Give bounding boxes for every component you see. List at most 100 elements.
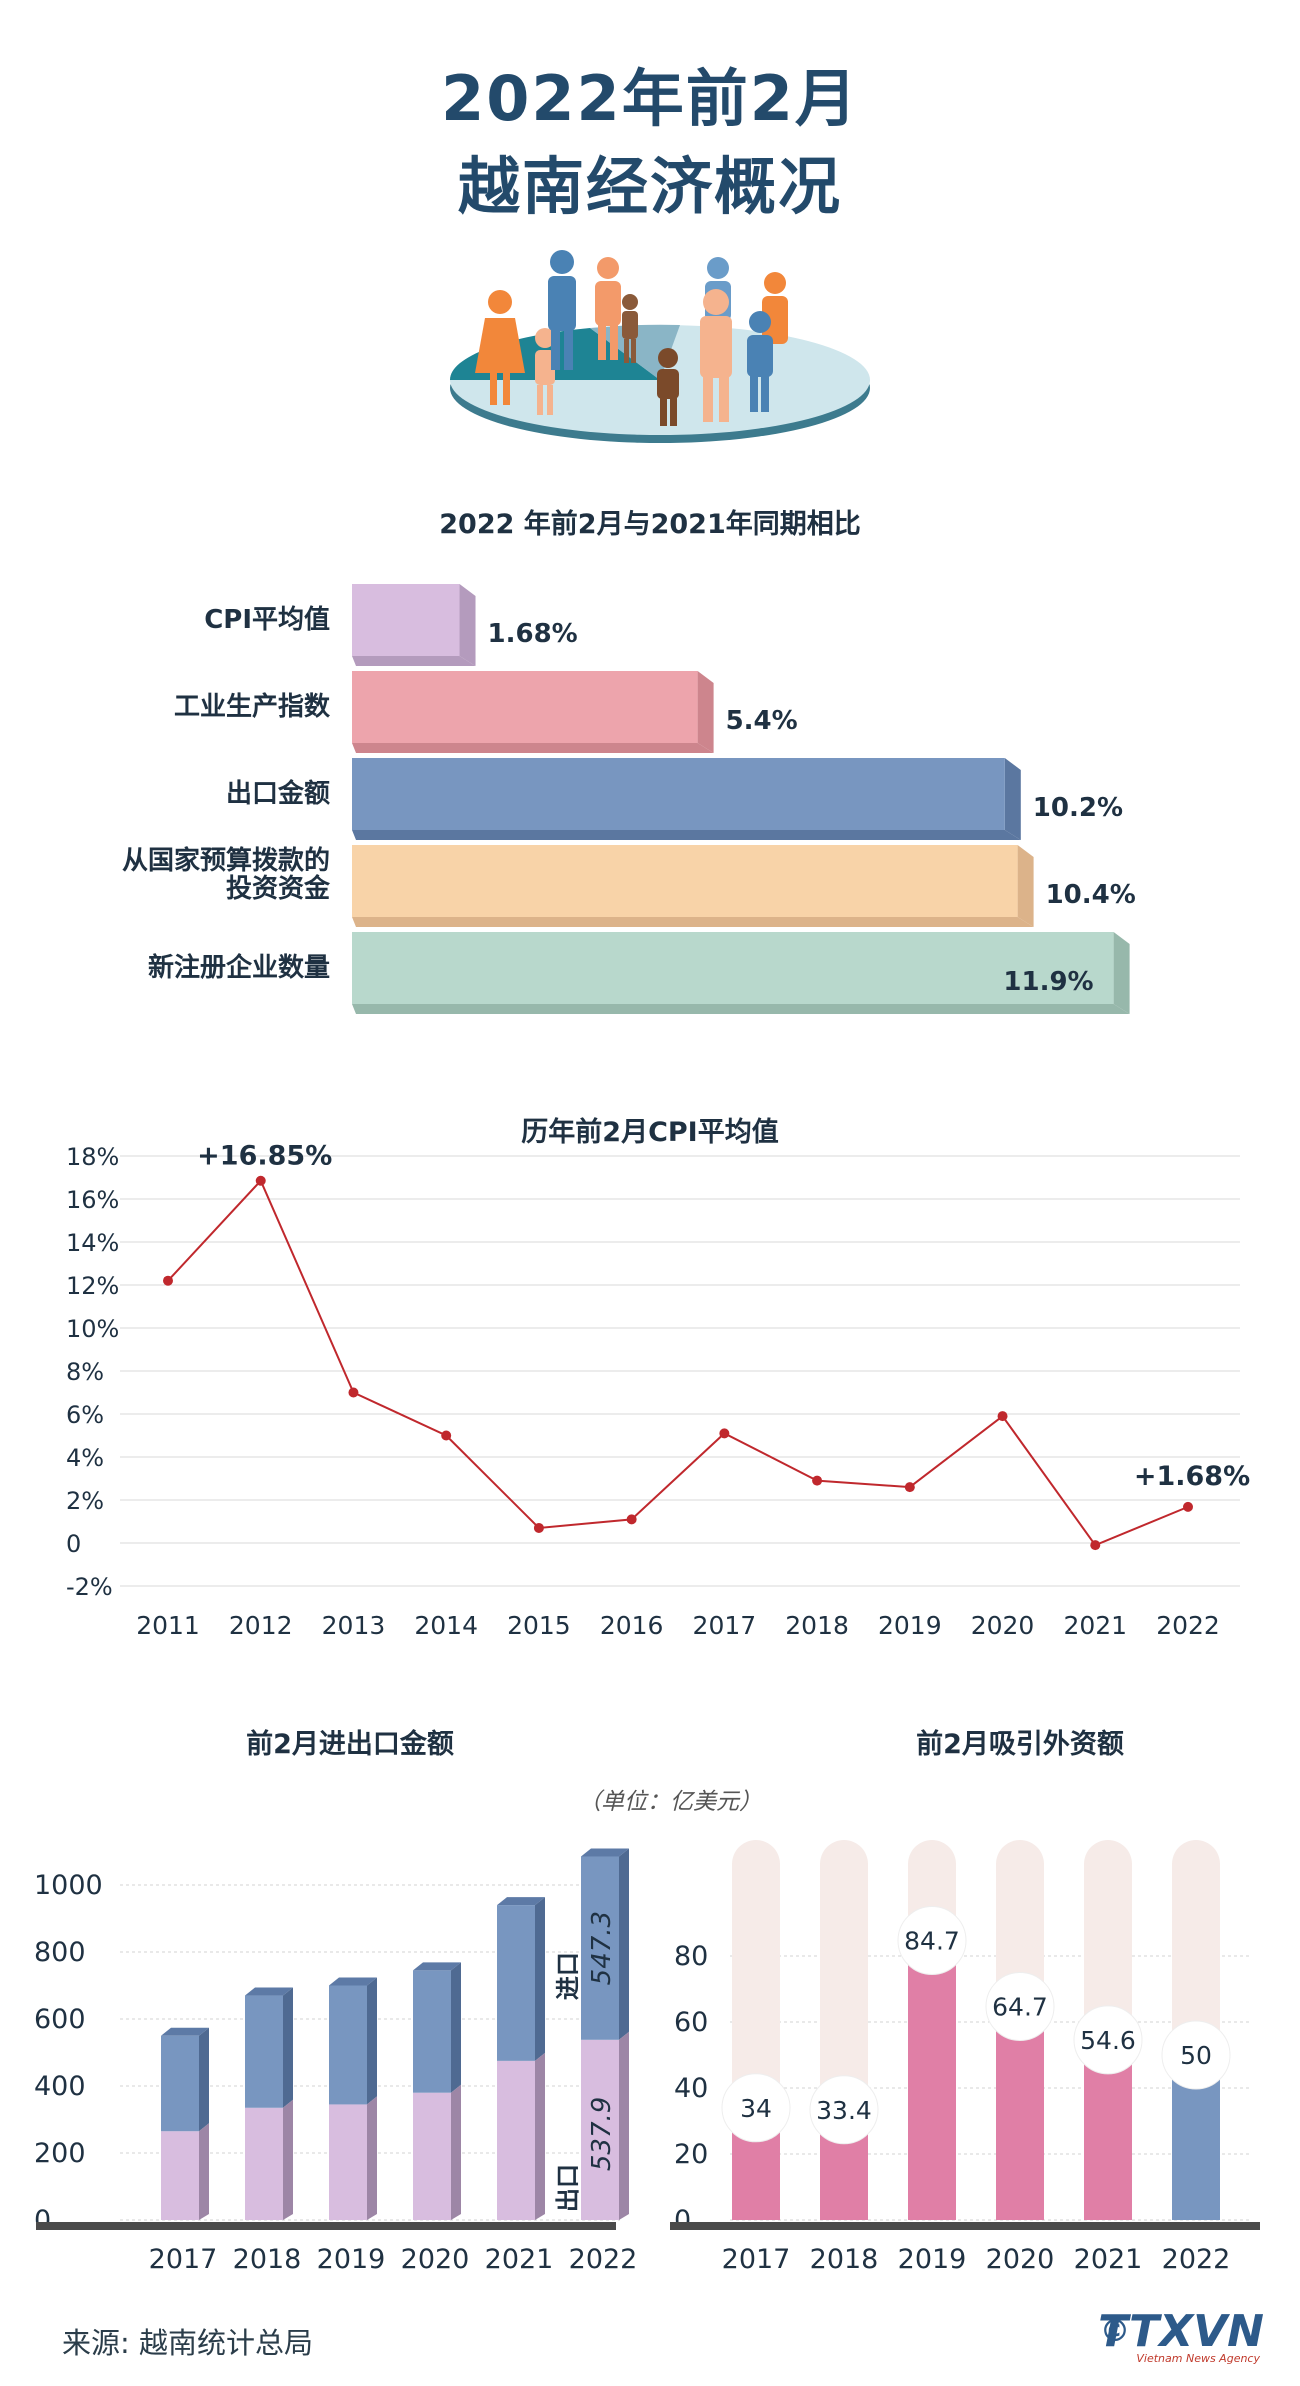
x-tick-label: 2020 (986, 2244, 1055, 2275)
bar-side (367, 2096, 377, 2220)
x-tick-label: 2022 (569, 2244, 638, 2275)
category-label: 投资资金 (226, 873, 331, 904)
comparison-chart-title: 2022 年前2月与2021年同期相比 (439, 509, 861, 540)
export-bar (581, 2039, 619, 2220)
y-tick-label: 0 (66, 1530, 81, 1558)
x-tick-label: 2022 (1162, 2244, 1231, 2275)
cpi-data-point (626, 1514, 637, 1525)
y-tick-label: 18% (66, 1143, 119, 1171)
bar-side (1113, 932, 1130, 1014)
y-tick-label: -2% (66, 1573, 113, 1601)
x-tick-label: 2015 (507, 1611, 571, 1640)
bar-top (581, 1848, 629, 1857)
fdi-bar-chart: 0 20 40 60 80 34 2017 33.4 2018 84.7 2019 64.7 2020 5… (670, 1840, 1260, 2275)
cpi-data-point (1090, 1540, 1101, 1551)
bar-top (329, 1977, 377, 1986)
category-label: 出口金额 (226, 778, 330, 809)
bar-side (283, 1987, 293, 2108)
x-tick-label: 2020 (971, 1611, 1035, 1640)
cpi-data-point (904, 1482, 915, 1493)
person-icon (475, 290, 525, 405)
x-tick-label: 2012 (229, 1611, 293, 1640)
cpi-data-point (1183, 1501, 1193, 1512)
x-axis-baseline (36, 2222, 616, 2230)
bar (352, 932, 1114, 1004)
y-tick-label: 14% (66, 1229, 119, 1257)
y-tick-label: 400 (34, 2071, 86, 2102)
export-bar (497, 2060, 535, 2220)
category-label: 工业生产指数 (174, 692, 331, 722)
import-bar (413, 1970, 451, 2093)
import-bar (245, 1995, 283, 2108)
bar (352, 758, 1005, 830)
fdi-bar (908, 1940, 956, 2220)
x-axis-baseline (670, 2222, 1260, 2230)
fdi-value-label: 54.6 (1080, 2026, 1136, 2055)
import-bar (161, 2035, 199, 2132)
ttxvn-logo-subtitle: Vietnam News Agency (1136, 2352, 1260, 2365)
ttxvn-logo: TTXVN (1098, 2306, 1264, 2357)
bar-side (199, 2123, 209, 2220)
fdi-chart-title: 前2月吸引外资额 (916, 1729, 1124, 1760)
x-tick-label: 2016 (600, 1611, 664, 1640)
cpi-data-point (255, 1175, 266, 1186)
trade-stacked-bar-chart: 0 200 400 600 800 1000 2017 2018 2019 2020 2021 202… (34, 1848, 638, 2275)
bar-top (413, 1962, 461, 1971)
bar-bottom (352, 830, 1021, 840)
x-tick-label: 2021 (485, 2244, 554, 2275)
cpi-data-point (533, 1522, 544, 1533)
export-bar (329, 2104, 367, 2220)
bar-side (451, 2084, 461, 2220)
fdi-value-label: 33.4 (816, 2096, 872, 2125)
trade-chart-title: 前2月进出口金额 (246, 1729, 454, 1760)
import-series-label: 进口 (554, 1952, 582, 2000)
y-tick-label: 600 (34, 2004, 86, 2035)
bar-bottom (352, 917, 1034, 927)
import-bar (581, 1856, 619, 2040)
bar-bottom (352, 743, 714, 753)
copyright-icon: © (1100, 2314, 1130, 2349)
bar-value-label: 1.68% (488, 619, 578, 649)
bar-side (283, 2099, 293, 2220)
y-tick-label: 0 (34, 2205, 51, 2236)
y-tick-label: 4% (66, 1444, 104, 1472)
annotation-2012: +16.85% (197, 1141, 332, 1172)
x-tick-label: 2022 (1156, 1611, 1220, 1640)
x-tick-label: 2013 (322, 1611, 386, 1640)
fdi-bar (996, 2006, 1044, 2220)
export-value-label: 537.9 (587, 2097, 617, 2171)
bar-side (451, 1962, 461, 2093)
category-label: 从国家预算拨款的 (122, 845, 330, 876)
bar-top (245, 1987, 293, 1996)
export-bar (413, 2092, 451, 2220)
cpi-series-line (167, 1178, 1189, 1547)
y-tick-label: 60 (674, 2007, 708, 2038)
cpi-chart-title: 历年前2月CPI平均值 (521, 1117, 779, 1148)
bar-value-label: 10.4% (1046, 880, 1136, 910)
bar-side (199, 2027, 209, 2132)
import-bar (329, 1985, 367, 2105)
value-bubble (1161, 2020, 1231, 2090)
export-bar (161, 2131, 199, 2220)
bar (352, 845, 1018, 917)
bar-side (535, 1897, 545, 2061)
category-label: CPI平均值 (204, 605, 330, 635)
people-pie-illustration (449, 250, 870, 443)
cpi-data-point (441, 1430, 452, 1441)
bar (352, 671, 698, 743)
value-bubble (985, 1971, 1055, 2041)
bar-side (619, 2031, 629, 2220)
x-tick-label: 2019 (898, 2244, 967, 2275)
cpi-data-point (812, 1475, 823, 1486)
bar-value-label: 5.4% (726, 706, 798, 736)
bar-side (697, 671, 714, 753)
y-tick-label: 10% (66, 1315, 119, 1343)
y-tick-label: 0 (674, 2205, 691, 2236)
y-tick-label: 8% (66, 1358, 104, 1386)
x-tick-label: 2017 (149, 2244, 218, 2275)
cpi-line-chart: 18% 16% 14% 12% 10% 8% 6% 4% 2% 0 -2% 2011 2012 2013 2… (66, 1141, 1250, 1640)
y-tick-label: 20 (674, 2139, 708, 2170)
x-tick-label: 2017 (722, 2244, 791, 2275)
x-tick-label: 2014 (414, 1611, 478, 1640)
annotation-2022: +1.68% (1134, 1461, 1250, 1492)
